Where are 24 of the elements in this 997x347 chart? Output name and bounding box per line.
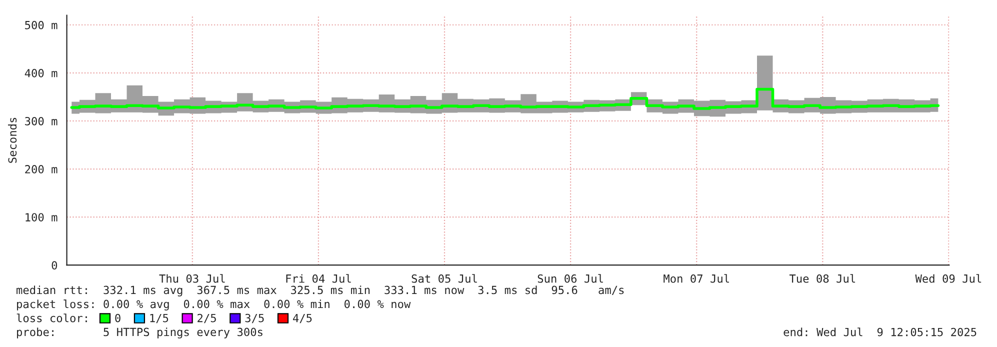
x-tick-label: Fri 04 Jul [286, 274, 351, 283]
legend-label: 0 [115, 314, 120, 322]
y-tick-label: 500 m [25, 20, 58, 30]
legend-label: 3/5 [245, 314, 264, 324]
y-tick-label: 200 m [25, 165, 58, 174]
legend-title: loss color: [16, 314, 87, 322]
text: probe: 5 HTTPS pings every 300s [17, 328, 262, 338]
x-tick-label: Mon 07 Jul [664, 274, 729, 283]
legend-label: 4/5 [293, 314, 312, 324]
x-tick-label: Wed 09 Jul [915, 274, 982, 283]
y-tick-label: 400 m [24, 68, 58, 78]
y-tick-label: 300 m [25, 116, 58, 126]
x-tick-label: Tue 08 Jul [789, 274, 856, 283]
legend-label: 2/5 [198, 314, 216, 324]
y-tick-label: 100 m [26, 213, 58, 222]
legend-label: 1/5 [150, 314, 168, 324]
text: end: Wed Jul 9 12:05:15 2025 [784, 328, 976, 336]
text: median rtt: 332.1 ms avg 367.5 ms max 325.5 ms min 333.1 ms now 3.5 ms sd 95.6 am/s [16, 286, 624, 296]
x-tick-label: Sat 05 Jul [412, 274, 477, 283]
text: packet loss: 0.00 % avg 0.00 % max 0.00 % min 0.00 % now [17, 300, 411, 310]
x-tick-label: Thu 03 Jul [159, 274, 225, 283]
y-axis-title: Seconds [8, 118, 17, 163]
y-tick-label: 0 [52, 261, 58, 270]
x-tick-label: Sun 06 Jul [538, 274, 603, 283]
